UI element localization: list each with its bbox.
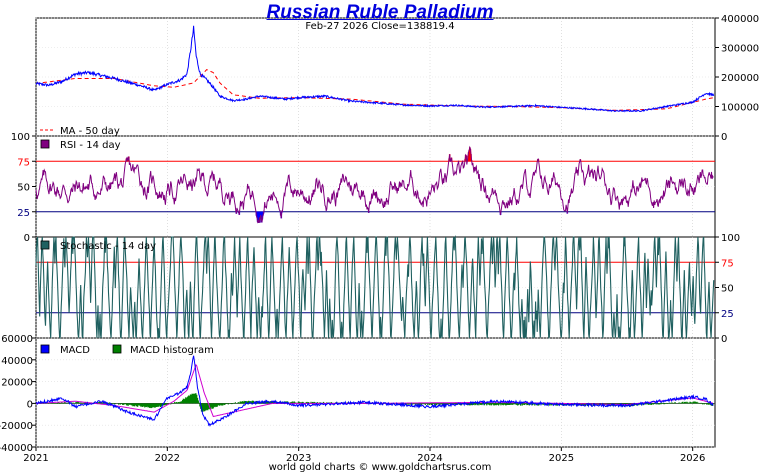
rsi-line xyxy=(35,145,714,224)
x-tick-label: 2023 xyxy=(286,453,311,464)
chart-title: Russian Ruble Palladium xyxy=(266,2,494,23)
macd-y-tick-label: 20000 xyxy=(1,378,33,389)
rsi-legend-label: RSI - 14 day xyxy=(60,140,121,151)
stoch-legend-swatch xyxy=(40,240,50,250)
rsi-y-tick-label: 75 xyxy=(17,157,30,168)
price-line xyxy=(35,25,715,113)
stoch-y-tick-label: 0 xyxy=(721,334,727,345)
macd-histogram-legend-swatch xyxy=(112,344,122,354)
rsi-y-tick-label: 0 xyxy=(24,233,30,244)
macd-line xyxy=(35,355,714,427)
x-tick-label: 2022 xyxy=(155,453,180,464)
rsi-y-tick-label: 25 xyxy=(17,208,30,219)
x-tick-label: 2024 xyxy=(417,453,442,464)
x-tick-label: 2026 xyxy=(680,453,705,464)
stoch-y-tick-label: 75 xyxy=(721,258,734,269)
chart-subtitle: Feb-27 2026 Close=138819.4 xyxy=(305,21,455,32)
rsi-y-tick-label: 50 xyxy=(17,183,30,194)
ma-legend-label: MA - 50 day xyxy=(60,126,120,137)
macd-y-tick-label: 0 xyxy=(27,399,33,410)
price-y-tick-label: 100000 xyxy=(721,103,759,114)
ma-50-line xyxy=(35,68,714,111)
macd-y-tick-label: -40000 xyxy=(0,443,33,454)
stoch-y-tick-label: 25 xyxy=(721,309,734,320)
stoch-y-tick-label: 50 xyxy=(721,284,734,295)
price-y-tick-label: 300000 xyxy=(721,44,759,55)
stoch-legend-label: Stochastic - 14 day xyxy=(60,241,156,252)
chart-footer: world gold charts © www.goldchartsrus.co… xyxy=(268,462,492,473)
x-tick-label: 2025 xyxy=(549,453,574,464)
x-tick-label: 2021 xyxy=(23,453,48,464)
macd-histogram-legend-label: MACD histogram xyxy=(130,345,214,356)
rsi-legend-swatch xyxy=(40,139,50,149)
price-y-tick-label: 0 xyxy=(721,132,727,143)
stoch-y-tick-label: 100 xyxy=(721,233,740,244)
macd-legend-swatch xyxy=(40,344,50,354)
rsi-y-tick-label: 100 xyxy=(11,132,30,143)
macd-y-tick-label: 60000 xyxy=(1,334,33,345)
macd-legend-label: MACD xyxy=(60,345,90,356)
macd-y-tick-label: -20000 xyxy=(0,421,33,432)
macd-y-tick-label: 40000 xyxy=(1,356,33,367)
macd-signal-line xyxy=(36,363,714,418)
stochastic-line xyxy=(35,235,715,341)
price-y-tick-label: 200000 xyxy=(721,73,759,84)
price-y-tick-label: 400000 xyxy=(721,14,759,25)
